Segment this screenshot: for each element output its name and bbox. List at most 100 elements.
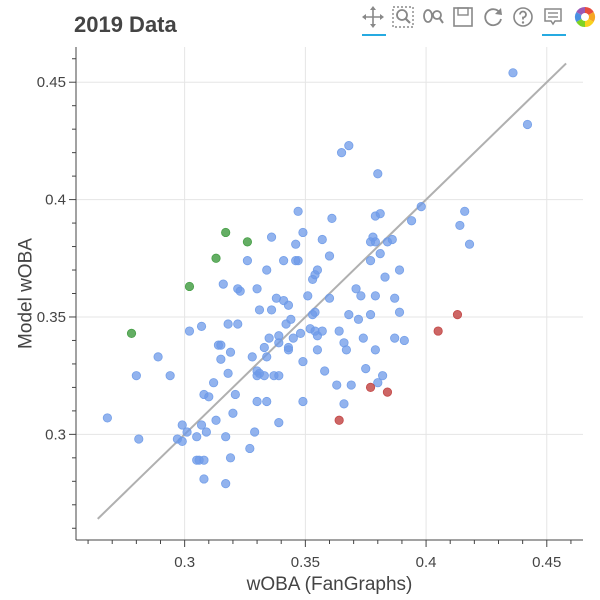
blue-data-point: [259, 371, 269, 381]
green-data-point: [221, 227, 231, 238]
wheel-zoom-tool-button[interactable]: [420, 4, 446, 30]
blue-data-point: [312, 345, 323, 355]
green-data-point: [242, 237, 253, 247]
blue-data-point: [262, 265, 272, 275]
save-icon: [453, 7, 473, 27]
blue-data-point: [199, 455, 209, 465]
blue-data-point: [199, 474, 209, 484]
blue-data-point: [320, 366, 330, 376]
blue-data-point: [332, 380, 342, 390]
blue-data-point: [211, 415, 221, 425]
blue-data-point: [390, 333, 400, 343]
blue-data-point: [334, 326, 344, 336]
blue-data-point: [283, 300, 294, 310]
blue-data-point: [225, 347, 236, 357]
blue-data-point: [373, 378, 383, 388]
bokeh-logo-link[interactable]: [572, 4, 598, 30]
blue-data-point: [293, 256, 303, 266]
save-tool-button[interactable]: [450, 4, 476, 30]
blue-data-point: [218, 279, 228, 289]
hover-icon: [544, 8, 562, 26]
blue-data-point: [216, 354, 226, 364]
y-tick-label: 0.3: [45, 426, 66, 443]
blue-data-point: [177, 436, 187, 446]
blue-data-point: [201, 427, 211, 437]
box-zoom-tool-button[interactable]: [390, 4, 416, 30]
plot-toolbar: [358, 2, 598, 36]
blue-data-point: [370, 345, 380, 355]
blue-data-point: [370, 237, 380, 247]
blue-data-point: [310, 307, 320, 317]
blue-data-point: [250, 427, 260, 437]
blue-data-point: [262, 396, 272, 407]
blue-data-point: [204, 392, 214, 402]
x-tick-label: 0.3: [174, 554, 195, 571]
y-tick-label: 0.4: [45, 192, 66, 209]
red-data-point: [365, 382, 376, 393]
x-tick-label: 0.45: [532, 554, 561, 571]
data-points: [102, 68, 533, 489]
blue-data-point: [286, 314, 296, 324]
pan-icon: [362, 6, 384, 28]
blue-data-point: [274, 371, 284, 381]
blue-data-point: [298, 356, 308, 367]
blue-data-point: [196, 321, 207, 331]
y-tick-label: 0.35: [37, 309, 66, 326]
blue-data-point: [223, 368, 233, 378]
pan-tool-button[interactable]: [360, 4, 386, 36]
blue-data-point: [247, 352, 257, 362]
box-zoom-icon: [392, 6, 414, 28]
blue-data-point: [416, 202, 426, 212]
blue-data-point: [184, 326, 195, 336]
blue-data-point: [259, 342, 269, 353]
help-icon: [513, 7, 533, 27]
x-tick-label: 0.4: [416, 554, 437, 571]
chart-title: 2019 Data: [74, 12, 177, 37]
blue-data-point: [192, 432, 202, 442]
blue-data-point: [209, 378, 219, 388]
reset-tool-button[interactable]: [480, 4, 506, 30]
blue-data-point: [317, 326, 327, 336]
blue-data-point: [324, 251, 335, 261]
blue-data-point: [298, 227, 308, 238]
blue-data-point: [327, 213, 337, 223]
blue-data-point: [339, 399, 349, 409]
blue-data-point: [336, 148, 347, 158]
blue-data-point: [312, 265, 323, 275]
blue-data-point: [165, 371, 175, 381]
blue-data-point: [351, 284, 361, 294]
green-data-point: [126, 328, 137, 339]
blue-data-point: [508, 68, 518, 78]
blue-data-point: [375, 209, 385, 219]
blue-data-point: [341, 345, 351, 355]
blue-data-point: [221, 432, 231, 442]
help-tool-button[interactable]: [510, 4, 536, 30]
blue-data-point: [344, 141, 354, 151]
blue-data-point: [298, 396, 308, 407]
blue-data-point: [177, 420, 187, 430]
blue-data-point: [373, 169, 383, 179]
blue-data-point: [264, 333, 274, 343]
blue-data-point: [365, 256, 376, 266]
blue-data-point: [279, 256, 289, 266]
hover-tool-button[interactable]: [540, 4, 566, 36]
wheel-zoom-icon: [423, 9, 444, 24]
red-data-point: [452, 310, 463, 320]
blue-data-point: [274, 418, 284, 428]
blue-data-point: [394, 265, 405, 275]
blue-data-point: [134, 434, 144, 444]
blue-data-point: [293, 206, 303, 216]
red-data-point: [334, 415, 344, 425]
blue-data-point: [375, 248, 385, 259]
blue-data-point: [102, 413, 112, 423]
blue-data-point: [399, 335, 409, 346]
reference-line: [97, 62, 567, 520]
blue-data-point: [380, 272, 390, 282]
blue-data-point: [230, 389, 240, 400]
blue-data-point: [153, 352, 163, 362]
blue-data-point: [303, 291, 313, 301]
blue-data-point: [361, 364, 371, 374]
blue-data-point: [353, 314, 364, 324]
blue-data-point: [254, 305, 265, 315]
blue-data-point: [223, 319, 233, 329]
